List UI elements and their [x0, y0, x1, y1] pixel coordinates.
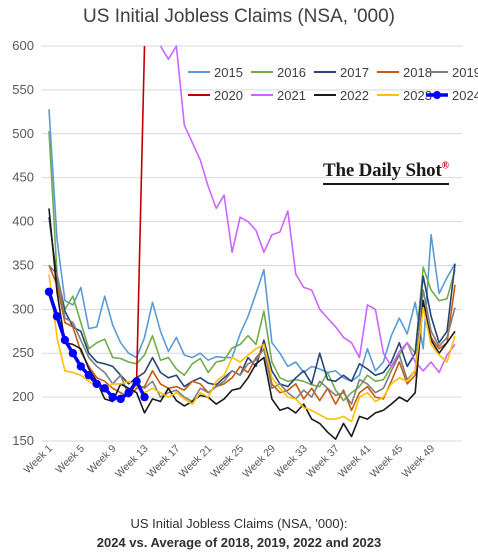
data-point-2024	[44, 287, 54, 296]
x-tick-label: Week 25	[209, 443, 247, 481]
y-tick-label: 350	[12, 257, 34, 272]
series-line-2018	[48, 265, 456, 412]
y-tick-label: 550	[12, 82, 34, 97]
y-tick-label: 250	[12, 345, 34, 360]
data-point-2024	[92, 379, 101, 389]
series-line-2020	[135, 45, 146, 382]
y-tick-label: 300	[12, 301, 34, 316]
y-tick-label: 150	[12, 433, 34, 448]
series-line-2023	[48, 274, 456, 423]
x-tick-label: Week 5	[53, 443, 87, 477]
legend-label: 2017	[340, 65, 369, 80]
series-line-2016	[48, 131, 456, 402]
x-tick-label: Week 33	[272, 443, 310, 481]
data-point-2024	[140, 392, 149, 402]
data-point-2024	[60, 335, 70, 345]
x-tick-label: Week 29	[240, 443, 278, 481]
x-tick-label: Week 17	[145, 443, 183, 481]
series-line-2019	[48, 264, 456, 405]
legend-label: 2019	[452, 65, 478, 80]
legend-label: 2022	[340, 88, 369, 103]
y-tick-label: 200	[12, 389, 34, 404]
legend-label: 2024	[452, 88, 478, 103]
data-point-2024	[84, 370, 94, 380]
series-lines	[44, 45, 456, 440]
series-line-2022	[48, 208, 456, 440]
series-line-2021	[159, 45, 456, 374]
x-tick-label: Week 45	[368, 443, 406, 481]
y-tick-label: 450	[12, 170, 34, 185]
data-point-2024	[76, 362, 86, 371]
data-point-2024	[108, 392, 117, 402]
data-point-2024	[52, 312, 62, 321]
x-tick-label: Week 37	[304, 443, 342, 481]
legend-label: 2020	[214, 88, 243, 103]
data-point-2024	[132, 377, 141, 386]
x-tick-label: Week 21	[177, 443, 215, 481]
legend-label: 2021	[277, 88, 306, 103]
data-point-2024	[100, 384, 109, 393]
x-tick-label: Week 49	[400, 443, 438, 481]
data-point-2024	[68, 349, 78, 358]
y-tick-label: 600	[12, 38, 34, 53]
chart-title: US Initial Jobless Claims (NSA, '000)	[83, 6, 395, 27]
caption-line-1: US Initial Jobless Claims (NSA, '000):	[130, 516, 348, 531]
x-tick-label: Week 13	[113, 443, 151, 481]
x-tick-label: Week 41	[336, 443, 374, 481]
legend-label: 2015	[214, 65, 243, 80]
legend: 2015 2016 2017 2018 2019 2020 2021 2022 2023 2024	[188, 65, 478, 103]
grid-lines	[42, 45, 462, 442]
legend-label: 2023	[403, 88, 432, 103]
daily-shot-logo: The Daily Shot®	[323, 160, 449, 185]
data-point-2024	[116, 394, 125, 404]
y-tick-label: 400	[12, 214, 34, 229]
data-point-2024	[124, 388, 133, 397]
legend-label: 2016	[277, 65, 306, 80]
legend-label: 2018	[403, 65, 432, 80]
caption-line-2: 2024 vs. Average of 2018, 2019, 2022 and…	[96, 535, 382, 550]
y-axis: 150 200 250 300 350 400 450 500 550 600	[12, 38, 34, 448]
series-line-2015	[48, 109, 456, 383]
y-tick-label: 500	[12, 126, 34, 141]
chart-caption: US Initial Jobless Claims (NSA, '000): 2…	[0, 514, 478, 552]
legend-marker	[433, 91, 441, 99]
